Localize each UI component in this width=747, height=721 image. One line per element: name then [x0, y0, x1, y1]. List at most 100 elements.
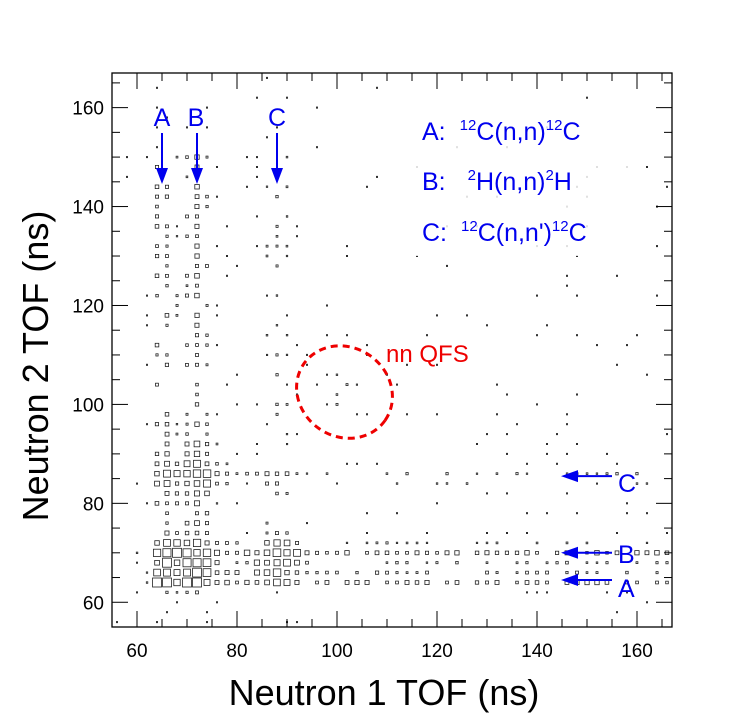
histogram-box [263, 569, 271, 576]
histogram-box [126, 156, 129, 159]
histogram-box [294, 570, 300, 575]
histogram-box [315, 550, 319, 555]
histogram-box [285, 403, 289, 406]
histogram-box [235, 264, 238, 267]
histogram-box [225, 550, 229, 555]
histogram-box [224, 579, 230, 586]
histogram-box [145, 502, 148, 505]
histogram-box [395, 551, 399, 555]
histogram-box [265, 333, 269, 337]
histogram-box [566, 492, 569, 495]
histogram-box [165, 353, 169, 357]
histogram-box [285, 432, 289, 436]
histogram-box [285, 185, 289, 189]
histogram-box [194, 194, 200, 199]
histogram-box [575, 570, 579, 575]
histogram-box [354, 580, 360, 586]
histogram-box [526, 591, 529, 594]
histogram-box [175, 501, 179, 506]
band-arrow-head [561, 574, 578, 587]
histogram-box [154, 461, 160, 467]
histogram-box [235, 452, 238, 455]
histogram-box [365, 532, 368, 535]
histogram-box [204, 531, 209, 535]
histogram-box [185, 273, 189, 278]
histogram-box [194, 243, 200, 249]
histogram-box [375, 541, 379, 545]
histogram-box [152, 548, 162, 557]
histogram-box [273, 539, 281, 547]
histogram-box [375, 175, 378, 178]
histogram-box [325, 403, 328, 406]
histogram-box [162, 557, 172, 568]
histogram-box [535, 570, 539, 575]
histogram-box [214, 580, 220, 585]
histogram-box [546, 324, 549, 327]
histogram-box [385, 570, 389, 575]
histogram-box [445, 482, 449, 485]
histogram-box [636, 334, 639, 337]
histogram-box [245, 532, 248, 535]
histogram-box [175, 432, 179, 436]
histogram-box [435, 502, 438, 505]
histogram-box [546, 591, 549, 594]
histogram-box [185, 590, 189, 594]
histogram-box [576, 393, 579, 396]
x-tick-label: 160 [621, 641, 653, 662]
histogram-box [285, 333, 289, 337]
histogram-box [324, 580, 330, 585]
histogram-box [586, 96, 589, 99]
histogram-box [595, 561, 599, 564]
histogram-box [655, 580, 659, 585]
histogram-box [255, 403, 258, 406]
histogram-box [213, 549, 220, 556]
histogram-box [135, 561, 138, 564]
histogram-box [374, 570, 380, 575]
histogram-box [425, 541, 429, 545]
histogram-box [595, 571, 599, 574]
histogram-box [182, 548, 192, 558]
histogram-box [514, 550, 520, 555]
histogram-box [384, 550, 390, 555]
histogram-box [205, 363, 209, 367]
histogram-box [494, 580, 500, 585]
y-tick-label: 80 [83, 494, 104, 515]
histogram-box [205, 412, 209, 416]
histogram-box [515, 580, 519, 585]
histogram-box [185, 501, 189, 506]
histogram-box [666, 532, 669, 535]
histogram-box [424, 550, 429, 555]
y-tick-label: 100 [72, 395, 104, 416]
histogram-box [626, 502, 629, 505]
y-tick-label: 60 [83, 593, 104, 614]
histogram-box [505, 433, 508, 436]
histogram-box [445, 472, 449, 476]
histogram-box [635, 561, 639, 565]
histogram-box [183, 539, 191, 547]
histogram-box [265, 136, 268, 139]
histogram-box [255, 471, 259, 476]
histogram-box [154, 253, 160, 259]
histogram-box [295, 472, 299, 476]
histogram-box [435, 551, 439, 555]
plot-frame [111, 72, 673, 628]
histogram-box [225, 254, 228, 257]
histogram-box [215, 314, 218, 317]
histogram-box [205, 194, 209, 199]
histogram-box [255, 96, 258, 99]
band-arrow-head [271, 168, 283, 184]
histogram-box [285, 353, 289, 357]
histogram-box [185, 284, 189, 287]
histogram-box [374, 550, 380, 556]
histogram-box [155, 146, 158, 149]
histogram-box [175, 294, 179, 298]
histogram-box [315, 383, 318, 386]
histogram-box [435, 561, 439, 565]
histogram-box [145, 363, 148, 366]
histogram-box [515, 561, 519, 565]
histogram-box [185, 126, 188, 129]
histogram-box [244, 579, 250, 585]
histogram-box [165, 224, 169, 229]
histogram-box [205, 126, 208, 129]
histogram-box [545, 561, 549, 565]
